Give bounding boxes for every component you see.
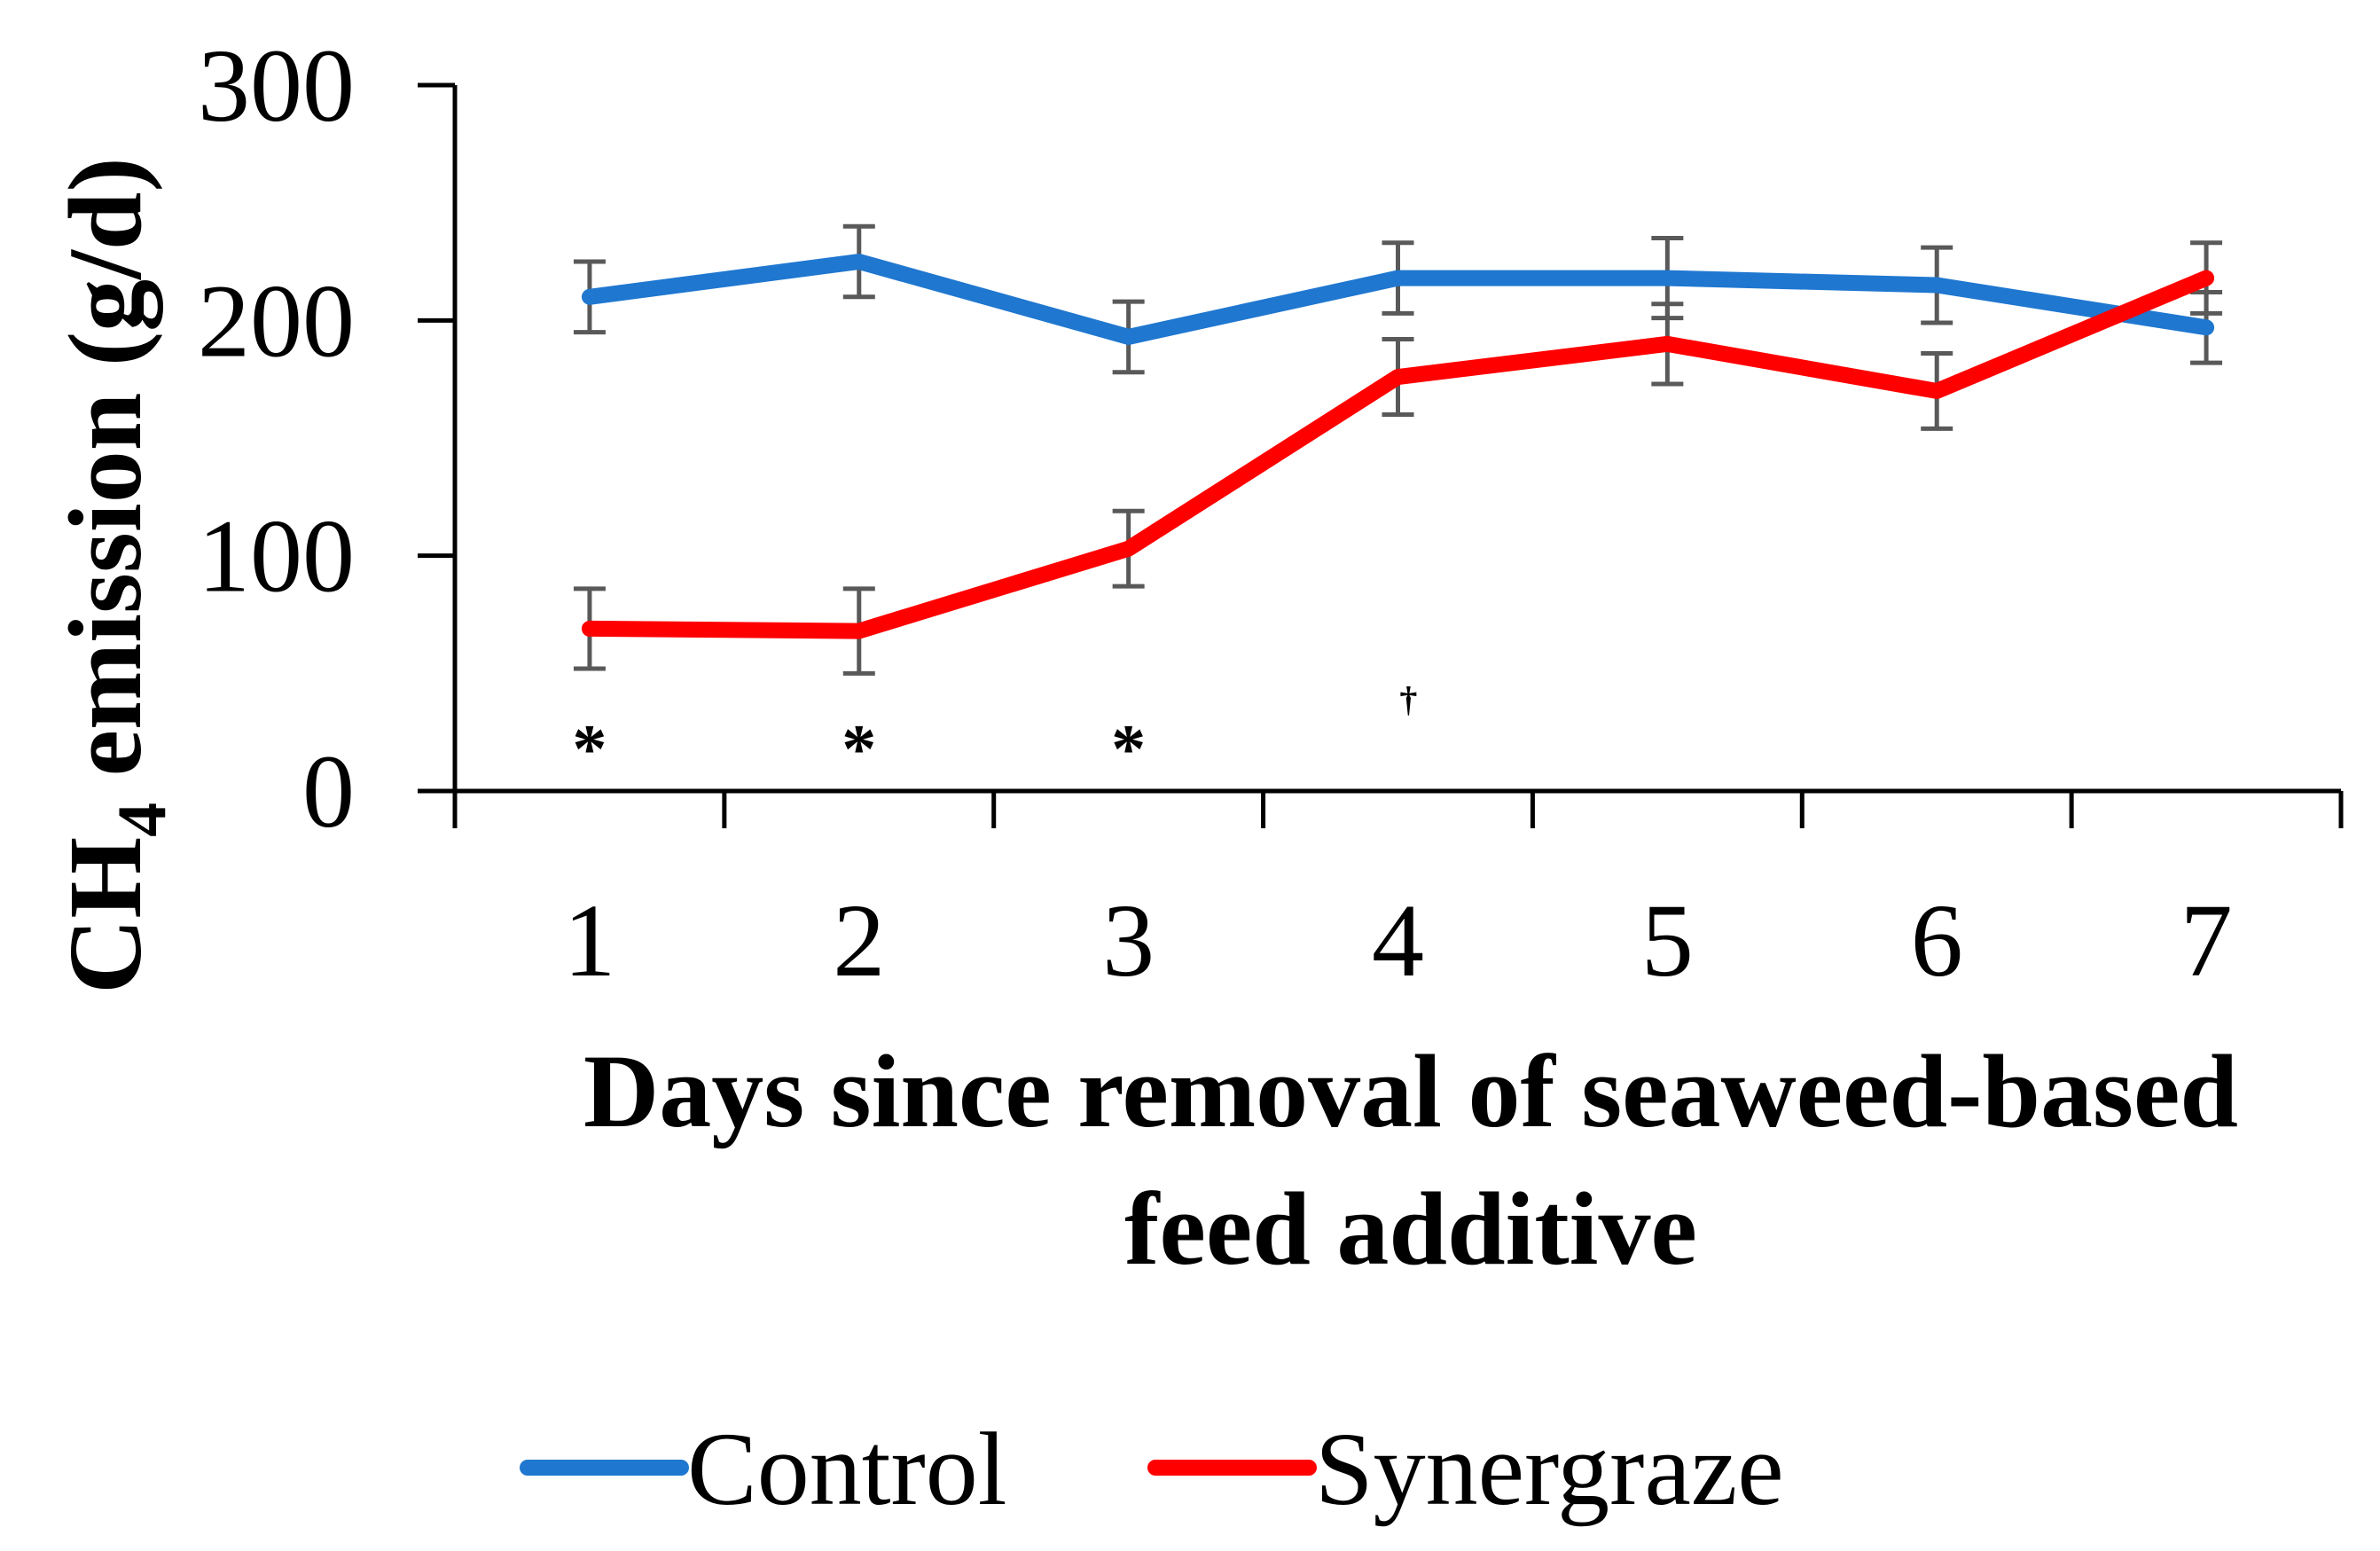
x-tick-label: 3 bbox=[1102, 882, 1155, 999]
asterisk-annotation: * bbox=[572, 710, 607, 787]
legend-label-synergraze: Synergraze bbox=[1315, 1411, 1784, 1527]
dagger-annotation: † bbox=[1399, 679, 1417, 719]
y-axis-title: CH4 emission (g/d) bbox=[47, 157, 180, 994]
legend: Control Synergraze bbox=[520, 1411, 1784, 1527]
series-control bbox=[573, 223, 2223, 375]
x-tick-label: 2 bbox=[833, 882, 885, 999]
y-tick-label: 300 bbox=[198, 27, 355, 144]
y-axis-title-subscript: 4 bbox=[103, 803, 180, 837]
series-line bbox=[581, 270, 2215, 639]
x-axis-title-line-1: Days since removal of seaweed-based bbox=[583, 1033, 2238, 1149]
legend-label-control: Control bbox=[687, 1411, 1007, 1527]
x-tick-label: 5 bbox=[1641, 882, 1694, 999]
asterisk-annotation: * bbox=[1111, 710, 1146, 787]
y-axis-title-prefix: CH bbox=[47, 837, 163, 994]
significance-annotations: * * * † bbox=[572, 679, 1417, 787]
y-tick-label: 200 bbox=[198, 262, 355, 379]
y-tick-label: 100 bbox=[198, 498, 355, 615]
y-axis-title-suffix: emission (g/d) bbox=[47, 157, 163, 803]
x-tick-label: 4 bbox=[1372, 882, 1424, 999]
series-layer bbox=[573, 223, 2223, 676]
series-line bbox=[581, 254, 2215, 345]
x-axis-ticks: 1 2 3 4 5 6 7 bbox=[452, 791, 2344, 999]
x-tick-label: 6 bbox=[1911, 882, 1963, 999]
x-tick-label: 7 bbox=[2180, 882, 2233, 999]
x-tick-label: 1 bbox=[563, 882, 615, 999]
x-axis-title-line-2: feed additive bbox=[1124, 1171, 1697, 1287]
y-tick-label: 0 bbox=[302, 733, 355, 850]
series-synergraze bbox=[573, 240, 2223, 676]
axes bbox=[452, 85, 2341, 794]
asterisk-annotation: * bbox=[842, 710, 876, 787]
y-axis-ticks: 0 100 200 300 bbox=[198, 27, 455, 850]
